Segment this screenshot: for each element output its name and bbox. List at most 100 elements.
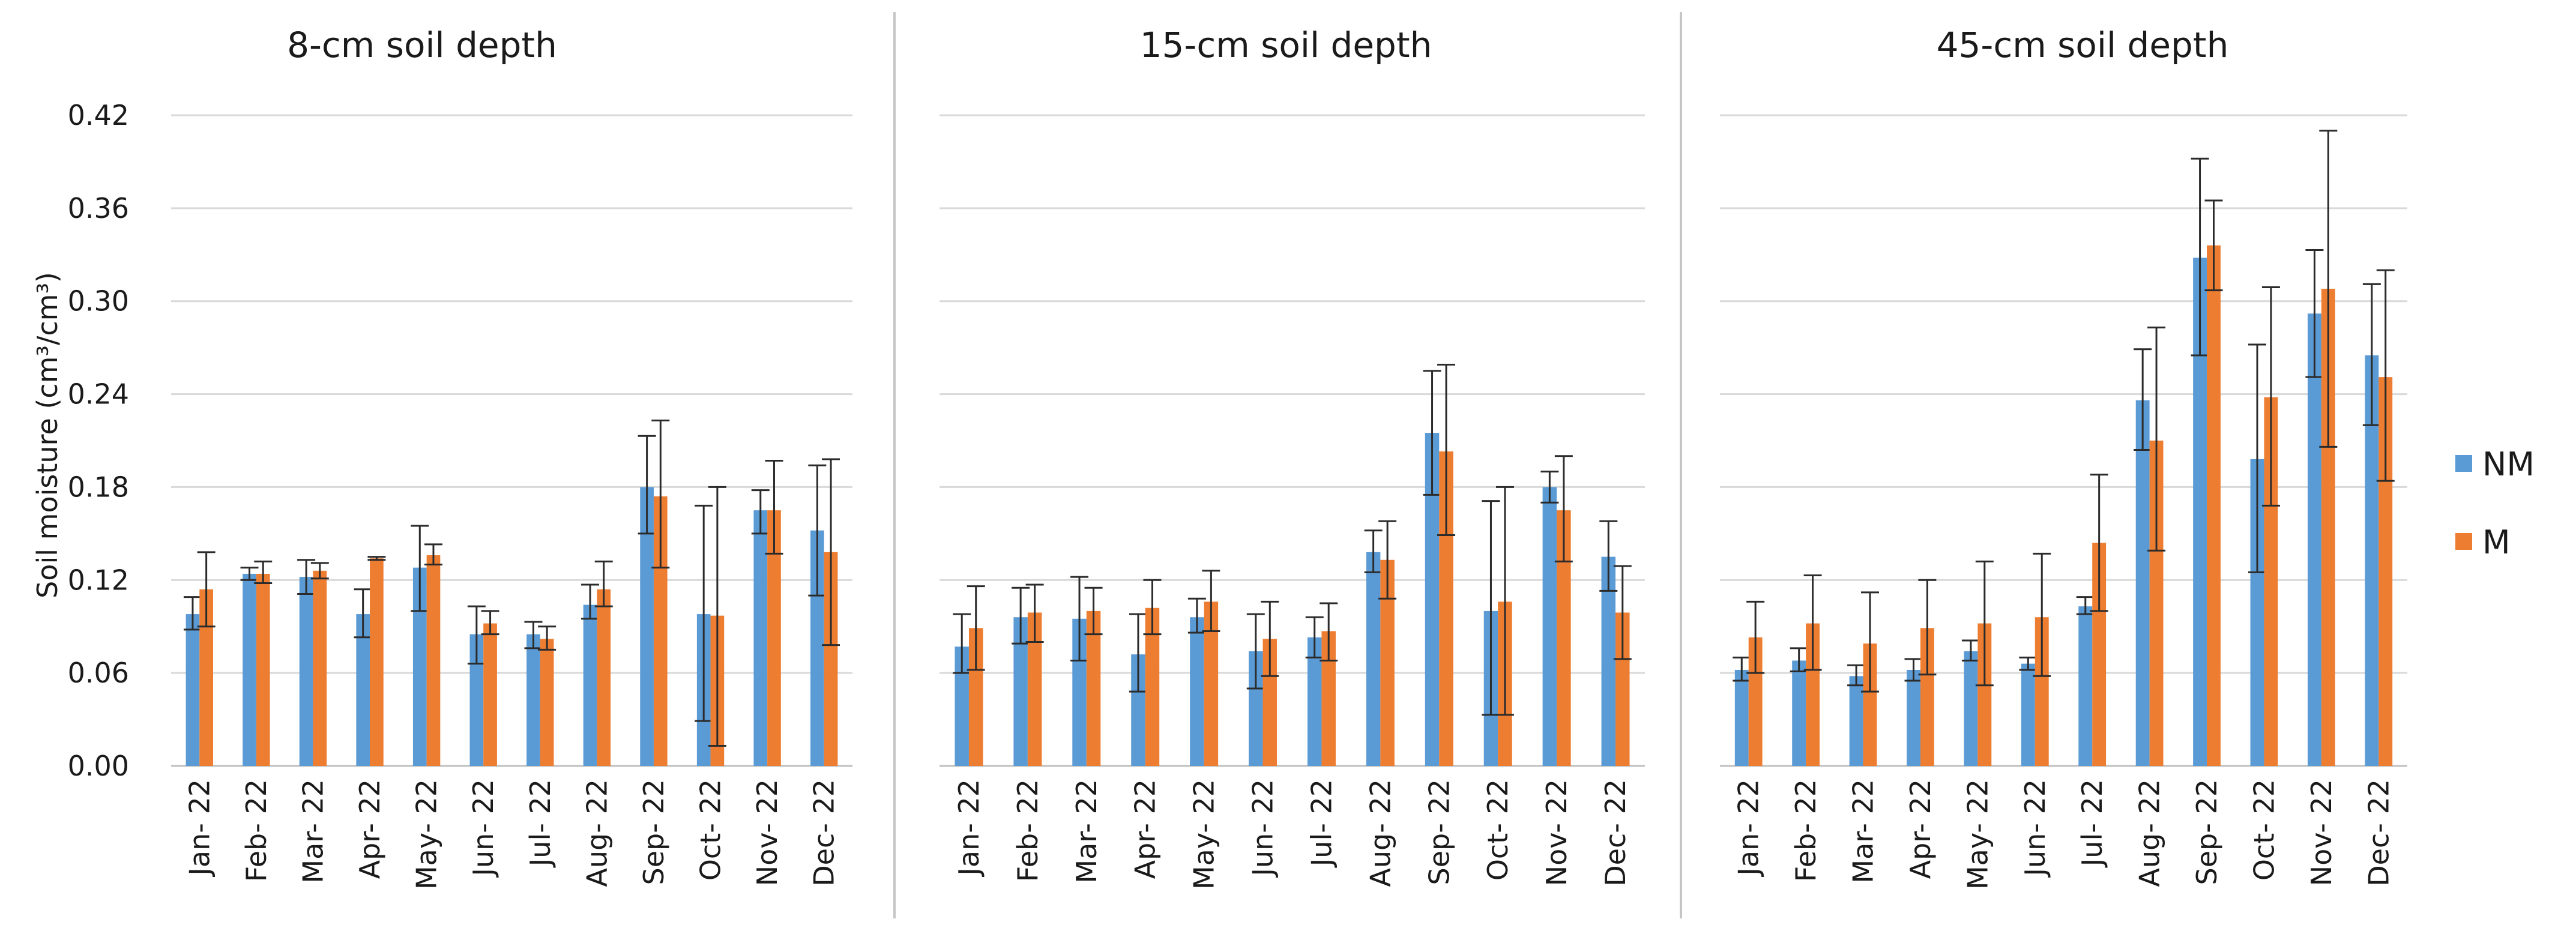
bar-m bbox=[1615, 612, 1630, 766]
bar-m bbox=[1920, 628, 1934, 766]
x-tick-label-8cm: Jun- 22 bbox=[467, 779, 499, 878]
bar-nm bbox=[1131, 654, 1145, 766]
bar-nm bbox=[1249, 651, 1263, 766]
x-tick-label-8cm: Nov- 22 bbox=[751, 779, 783, 886]
x-tick-label-45cm: Dec- 22 bbox=[2362, 779, 2395, 887]
bar-nm bbox=[356, 614, 370, 766]
y-tick-label: 0.12 bbox=[68, 564, 129, 596]
bar-m bbox=[1145, 607, 1160, 766]
bar-nm bbox=[186, 614, 200, 766]
x-tick-label-8cm: Aug- 22 bbox=[581, 779, 613, 887]
bar-m bbox=[824, 552, 838, 766]
legend: NM M bbox=[2455, 445, 2535, 561]
bar-nm bbox=[1849, 676, 1863, 766]
bar-nm bbox=[1792, 660, 1806, 766]
bar-m bbox=[256, 573, 270, 766]
bar-nm bbox=[583, 604, 597, 766]
bar-m bbox=[968, 628, 983, 766]
bar-nm bbox=[753, 510, 768, 766]
bar-m bbox=[1806, 623, 1820, 766]
bar-nm bbox=[299, 577, 313, 766]
y-tick-label: 0.00 bbox=[68, 750, 129, 782]
x-tick-label-45cm: Jan- 22 bbox=[1733, 779, 1765, 878]
bar-m bbox=[2378, 377, 2393, 766]
bar-m bbox=[597, 589, 611, 766]
bar-nm bbox=[1013, 617, 1028, 766]
panel-8cm: 8-cm soil depth 0.00 0.06 0.12 0.18 0.24 0.30… bbox=[68, 25, 852, 890]
bar-m bbox=[1321, 631, 1336, 766]
x-tick-label-45cm: Apr- 22 bbox=[1904, 779, 1937, 879]
y-axis-label: Soil moisture (cm³/cm³) bbox=[31, 272, 64, 598]
bar-m bbox=[1086, 610, 1101, 766]
x-tick-label-15cm: Mar- 22 bbox=[1070, 779, 1103, 884]
x-tick-label-8cm: Mar- 22 bbox=[297, 779, 329, 884]
bar-nm bbox=[526, 634, 540, 766]
bar-nm bbox=[1190, 617, 1204, 766]
bar-nm bbox=[1366, 552, 1381, 766]
x-tick-label-15cm: Sep- 22 bbox=[1423, 779, 1455, 885]
x-tick-label-15cm: Oct- 22 bbox=[1482, 779, 1514, 881]
y-tick-label: 0.36 bbox=[68, 192, 129, 224]
bar-m bbox=[426, 555, 441, 766]
x-tick-label-15cm: Feb- 22 bbox=[1012, 779, 1044, 882]
x-tick-label-8cm: Apr- 22 bbox=[354, 779, 386, 879]
bar-nm bbox=[1964, 651, 1978, 766]
bar-m bbox=[1748, 637, 1763, 766]
y-tick-label: 0.42 bbox=[68, 99, 129, 131]
bar-nm bbox=[955, 646, 969, 766]
x-tick-label-45cm: Nov- 22 bbox=[2305, 779, 2338, 886]
x-tick-label-15cm: Apr- 22 bbox=[1129, 779, 1162, 879]
panel-15cm: 15-cm soil depth Jan- 22 Feb- 22 Mar- 22 Ap… bbox=[940, 25, 1645, 890]
panel-45cm: 45-cm soil depth Jan- 22 Feb- 22 Mar- 22 Ap… bbox=[1720, 25, 2407, 890]
bar-nm bbox=[2193, 258, 2207, 766]
bar-m bbox=[653, 496, 668, 766]
x-tick-label-15cm: Jun- 22 bbox=[1247, 779, 1279, 878]
x-tick-label-15cm: Jul- 22 bbox=[1305, 779, 1338, 868]
panel-dividers bbox=[893, 12, 1682, 918]
x-tick-label-15cm: Nov- 22 bbox=[1540, 779, 1573, 886]
x-tick-label-8cm: Oct- 22 bbox=[695, 779, 727, 881]
bar-nm bbox=[2021, 663, 2035, 766]
bar-nm bbox=[810, 530, 824, 766]
y-tick-label: 0.30 bbox=[68, 285, 129, 318]
x-tick-label-45cm: Sep- 22 bbox=[2191, 779, 2223, 885]
bar-nm bbox=[1601, 556, 1616, 766]
bar-m bbox=[1977, 623, 1992, 766]
bar-m bbox=[1863, 643, 1877, 766]
y-tick-label: 0.18 bbox=[68, 471, 129, 503]
legend-label-nm: NM bbox=[2482, 445, 2535, 483]
bar-m bbox=[1262, 639, 1277, 766]
bar-nm bbox=[1307, 637, 1322, 766]
bar-m bbox=[370, 558, 384, 766]
panel-45cm-plot: Jan- 22 Feb- 22 Mar- 22 Apr- 22 May- 22 Jun- … bbox=[1720, 114, 2407, 890]
bar-nm bbox=[2365, 355, 2379, 766]
x-tick-label-8cm: May- 22 bbox=[411, 779, 443, 890]
bar-nm bbox=[1072, 618, 1087, 766]
x-tick-label-45cm: May- 22 bbox=[1961, 779, 1994, 890]
x-tick-label-15cm: Dec- 22 bbox=[1599, 779, 1632, 887]
legend-swatch-m bbox=[2455, 533, 2472, 550]
bar-nm bbox=[1907, 669, 1920, 766]
bar-nm bbox=[1734, 669, 1749, 766]
bar-nm bbox=[2307, 313, 2321, 766]
x-tick-label-45cm: Oct- 22 bbox=[2248, 779, 2280, 881]
bar-nm bbox=[469, 634, 484, 766]
bar-m bbox=[199, 589, 213, 766]
x-tick-label-8cm: Jul- 22 bbox=[524, 779, 557, 868]
panel-15cm-title: 15-cm soil depth bbox=[1140, 25, 1432, 65]
x-tick-label-45cm: Aug- 22 bbox=[2134, 779, 2166, 887]
legend-label-m: M bbox=[2482, 523, 2511, 561]
bar-m bbox=[1557, 510, 1571, 766]
x-tick-label-45cm: Jul- 22 bbox=[2076, 779, 2108, 868]
bar-m bbox=[483, 623, 497, 766]
bar-nm bbox=[412, 567, 427, 766]
bar-m bbox=[313, 570, 327, 766]
legend-swatch-nm bbox=[2455, 455, 2472, 472]
panel-8cm-title: 8-cm soil depth bbox=[287, 25, 557, 65]
bar-m bbox=[2321, 289, 2335, 767]
bar-m bbox=[2092, 543, 2107, 766]
bar-nm bbox=[243, 573, 256, 766]
bar-m bbox=[2207, 245, 2221, 766]
bar-m bbox=[540, 639, 554, 766]
